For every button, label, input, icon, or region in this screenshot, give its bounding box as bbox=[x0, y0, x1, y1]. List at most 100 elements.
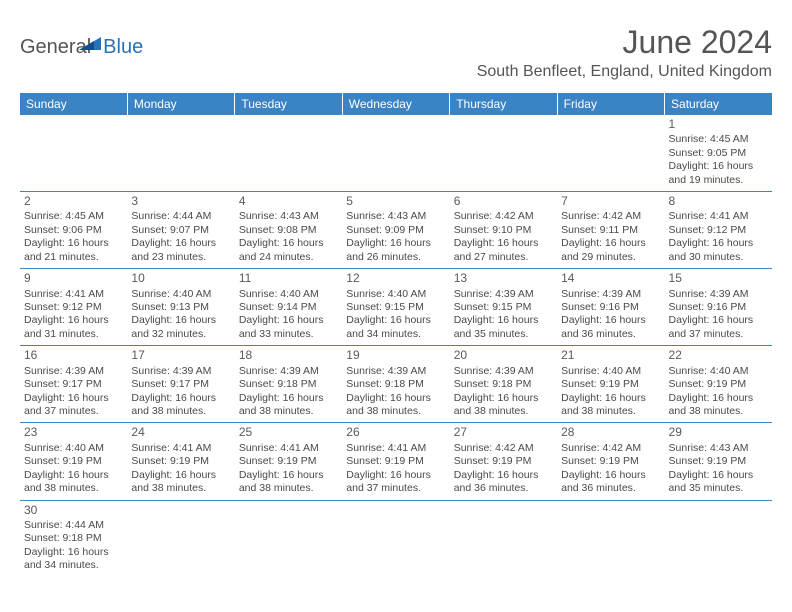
empty-cell bbox=[557, 115, 664, 192]
day-info-line: Sunset: 9:16 PM bbox=[669, 301, 768, 314]
calendar-row: 23Sunrise: 4:40 AMSunset: 9:19 PMDayligh… bbox=[20, 423, 772, 500]
day-info-line: and 38 minutes. bbox=[131, 405, 230, 418]
day-info-line: Sunset: 9:12 PM bbox=[669, 224, 768, 237]
day-info-line: and 34 minutes. bbox=[346, 328, 445, 341]
day-info-line: Sunrise: 4:39 AM bbox=[454, 288, 553, 301]
day-info-line: and 38 minutes. bbox=[669, 405, 768, 418]
day-info-line: Sunrise: 4:40 AM bbox=[239, 288, 338, 301]
day-number: 16 bbox=[24, 348, 123, 363]
day-number: 3 bbox=[131, 194, 230, 209]
day-info-line: Sunset: 9:13 PM bbox=[131, 301, 230, 314]
title-block: June 2024 South Benfleet, England, Unite… bbox=[477, 24, 772, 81]
day-cell: 27Sunrise: 4:42 AMSunset: 9:19 PMDayligh… bbox=[450, 423, 557, 500]
empty-cell bbox=[342, 500, 449, 577]
day-info-line: Sunset: 9:09 PM bbox=[346, 224, 445, 237]
day-number: 10 bbox=[131, 271, 230, 286]
day-info-line: Sunrise: 4:45 AM bbox=[24, 210, 123, 223]
day-cell: 13Sunrise: 4:39 AMSunset: 9:15 PMDayligh… bbox=[450, 269, 557, 346]
day-info-line: Sunset: 9:16 PM bbox=[561, 301, 660, 314]
day-number: 7 bbox=[561, 194, 660, 209]
day-cell: 30Sunrise: 4:44 AMSunset: 9:18 PMDayligh… bbox=[20, 500, 127, 577]
day-info-line: Daylight: 16 hours bbox=[239, 392, 338, 405]
day-number: 4 bbox=[239, 194, 338, 209]
day-info-line: Sunset: 9:18 PM bbox=[239, 378, 338, 391]
day-header: Monday bbox=[127, 93, 234, 115]
day-header: Saturday bbox=[665, 93, 772, 115]
day-info-line: Sunset: 9:18 PM bbox=[454, 378, 553, 391]
empty-cell bbox=[235, 115, 342, 192]
day-info-line: Sunrise: 4:43 AM bbox=[346, 210, 445, 223]
day-number: 6 bbox=[454, 194, 553, 209]
day-info-line: Sunset: 9:19 PM bbox=[669, 378, 768, 391]
day-info-line: and 38 minutes. bbox=[239, 482, 338, 495]
day-info-line: Sunset: 9:14 PM bbox=[239, 301, 338, 314]
day-info-line: Sunset: 9:07 PM bbox=[131, 224, 230, 237]
day-info-line: Sunset: 9:19 PM bbox=[131, 455, 230, 468]
day-info-line: Sunset: 9:08 PM bbox=[239, 224, 338, 237]
calendar-row: 1Sunrise: 4:45 AMSunset: 9:05 PMDaylight… bbox=[20, 115, 772, 192]
day-info-line: Sunrise: 4:39 AM bbox=[24, 365, 123, 378]
day-info-line: Sunset: 9:19 PM bbox=[669, 455, 768, 468]
day-info-line: Sunrise: 4:39 AM bbox=[454, 365, 553, 378]
day-cell: 9 Sunrise: 4:41 AMSunset: 9:12 PMDaylight… bbox=[20, 269, 127, 346]
day-info-line: Daylight: 16 hours bbox=[454, 469, 553, 482]
day-info-line: Sunrise: 4:42 AM bbox=[561, 210, 660, 223]
day-info-line: Sunrise: 4:39 AM bbox=[561, 288, 660, 301]
day-number: 27 bbox=[454, 425, 553, 440]
day-info-line: and 35 minutes. bbox=[454, 328, 553, 341]
day-cell: 22Sunrise: 4:40 AMSunset: 9:19 PMDayligh… bbox=[665, 346, 772, 423]
day-info-line: Daylight: 16 hours bbox=[346, 469, 445, 482]
day-cell: 18Sunrise: 4:39 AMSunset: 9:18 PMDayligh… bbox=[235, 346, 342, 423]
day-info-line: Sunrise: 4:41 AM bbox=[24, 288, 123, 301]
day-info-line: Sunrise: 4:43 AM bbox=[239, 210, 338, 223]
day-number: 17 bbox=[131, 348, 230, 363]
day-info-line: Sunrise: 4:41 AM bbox=[346, 442, 445, 455]
day-info-line: and 21 minutes. bbox=[24, 251, 123, 264]
empty-cell bbox=[235, 500, 342, 577]
day-info-line: and 37 minutes. bbox=[669, 328, 768, 341]
day-info-line: Sunrise: 4:44 AM bbox=[24, 519, 123, 532]
day-info-line: and 24 minutes. bbox=[239, 251, 338, 264]
day-info-line: Sunrise: 4:42 AM bbox=[454, 442, 553, 455]
day-info-line: Sunrise: 4:40 AM bbox=[669, 365, 768, 378]
calendar-row: 16 Sunrise: 4:39 AM Sunset: 9:17 PM Dayligh… bbox=[20, 346, 772, 423]
day-number: 12 bbox=[346, 271, 445, 286]
day-cell: 10Sunrise: 4:40 AMSunset: 9:13 PMDayligh… bbox=[127, 269, 234, 346]
day-info-line: Sunset: 9:12 PM bbox=[24, 301, 123, 314]
day-number: 13 bbox=[454, 271, 553, 286]
day-info-line: Sunset: 9:06 PM bbox=[24, 224, 123, 237]
day-info-line: and 36 minutes. bbox=[561, 328, 660, 341]
day-info-line: and 37 minutes. bbox=[346, 482, 445, 495]
day-number: 9 bbox=[24, 271, 123, 286]
day-info-line: and 26 minutes. bbox=[346, 251, 445, 264]
day-header: Tuesday bbox=[235, 93, 342, 115]
empty-cell bbox=[665, 500, 772, 577]
day-cell: 19Sunrise: 4:39 AMSunset: 9:18 PMDayligh… bbox=[342, 346, 449, 423]
day-info-line: Sunrise: 4:45 AM bbox=[669, 133, 768, 146]
day-info-line: Daylight: 16 hours bbox=[131, 237, 230, 250]
day-info-line: Sunset: 9:11 PM bbox=[561, 224, 660, 237]
day-info-line: Sunset: 9:17 PM bbox=[131, 378, 230, 391]
day-info-line: Sunrise: 4:41 AM bbox=[131, 442, 230, 455]
day-info-line: Daylight: 16 hours bbox=[24, 392, 123, 405]
day-info-line: Daylight: 16 hours bbox=[239, 237, 338, 250]
location-text: South Benfleet, England, United Kingdom bbox=[477, 63, 772, 81]
day-cell: 20Sunrise: 4:39 AMSunset: 9:18 PMDayligh… bbox=[450, 346, 557, 423]
day-info-line: Daylight: 16 hours bbox=[131, 314, 230, 327]
day-number: 19 bbox=[346, 348, 445, 363]
day-info-line: Sunset: 9:18 PM bbox=[346, 378, 445, 391]
day-number: 20 bbox=[454, 348, 553, 363]
day-cell: 7Sunrise: 4:42 AMSunset: 9:11 PMDaylight… bbox=[557, 192, 664, 269]
day-info-line: Daylight: 16 hours bbox=[561, 469, 660, 482]
calendar-page: General Blue June 2024 South Benfleet, E… bbox=[0, 0, 792, 587]
day-info-line: Sunset: 9:10 PM bbox=[454, 224, 553, 237]
day-cell: 2Sunrise: 4:45 AMSunset: 9:06 PMDaylight… bbox=[20, 192, 127, 269]
day-info-line: Daylight: 16 hours bbox=[24, 546, 123, 559]
day-cell: 15Sunrise: 4:39 AMSunset: 9:16 PMDayligh… bbox=[665, 269, 772, 346]
day-info-line: Daylight: 16 hours bbox=[24, 314, 123, 327]
day-info-line: Sunrise: 4:40 AM bbox=[24, 442, 123, 455]
day-info-line: and 38 minutes. bbox=[239, 405, 338, 418]
day-info-line: Daylight: 16 hours bbox=[239, 314, 338, 327]
day-info-line: and 38 minutes. bbox=[454, 405, 553, 418]
empty-cell bbox=[20, 115, 127, 192]
